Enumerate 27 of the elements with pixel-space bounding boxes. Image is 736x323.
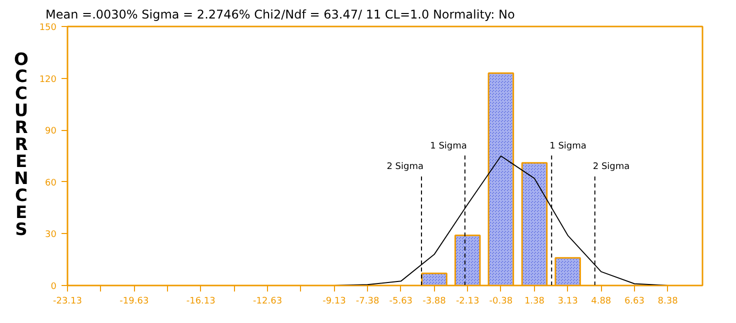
y-tick-label: 30 xyxy=(45,230,57,240)
y-tick-label: 60 xyxy=(45,178,57,188)
y-tick-label: 90 xyxy=(45,126,57,137)
x-tick-label: -2.13 xyxy=(456,296,480,306)
y-tick-label: 0 xyxy=(50,282,57,292)
ref-line-label: 2 Sigma xyxy=(386,162,424,172)
ref-line-label: 1 Sigma xyxy=(430,141,467,152)
y-tick-label: 120 xyxy=(39,74,57,85)
x-tick-label: -3.88 xyxy=(422,296,446,306)
ref-line-label: 2 Sigma xyxy=(592,162,630,172)
x-tick-label: -23.13 xyxy=(52,296,82,306)
x-tick-label: 8.38 xyxy=(658,296,678,306)
x-tick-label: 6.63 xyxy=(624,296,645,306)
x-tick-label: -7.38 xyxy=(356,296,380,306)
x-tick-label: -16.13 xyxy=(186,296,216,306)
x-tick-label: 1.38 xyxy=(524,296,545,306)
chart-title: Mean =.0030% Sigma = 2.2746% Chi2/Ndf = 63.47/ 11 CL=1.0 Normality: No xyxy=(46,8,515,22)
x-tick-label: 4.88 xyxy=(591,296,612,306)
y-tick-label: 150 xyxy=(39,23,57,33)
ref-line-label: 1 Sigma xyxy=(550,141,586,152)
x-tick-label: 3.13 xyxy=(558,296,578,306)
x-tick-label: -0.38 xyxy=(489,296,513,306)
x-tick-label: -5.63 xyxy=(389,296,413,306)
x-tick-label: -19.63 xyxy=(120,296,149,306)
x-tick-label: -12.63 xyxy=(253,296,282,306)
x-tick-label: -9.13 xyxy=(322,296,346,306)
y-axis-title: OCCURRENCES xyxy=(10,50,32,237)
